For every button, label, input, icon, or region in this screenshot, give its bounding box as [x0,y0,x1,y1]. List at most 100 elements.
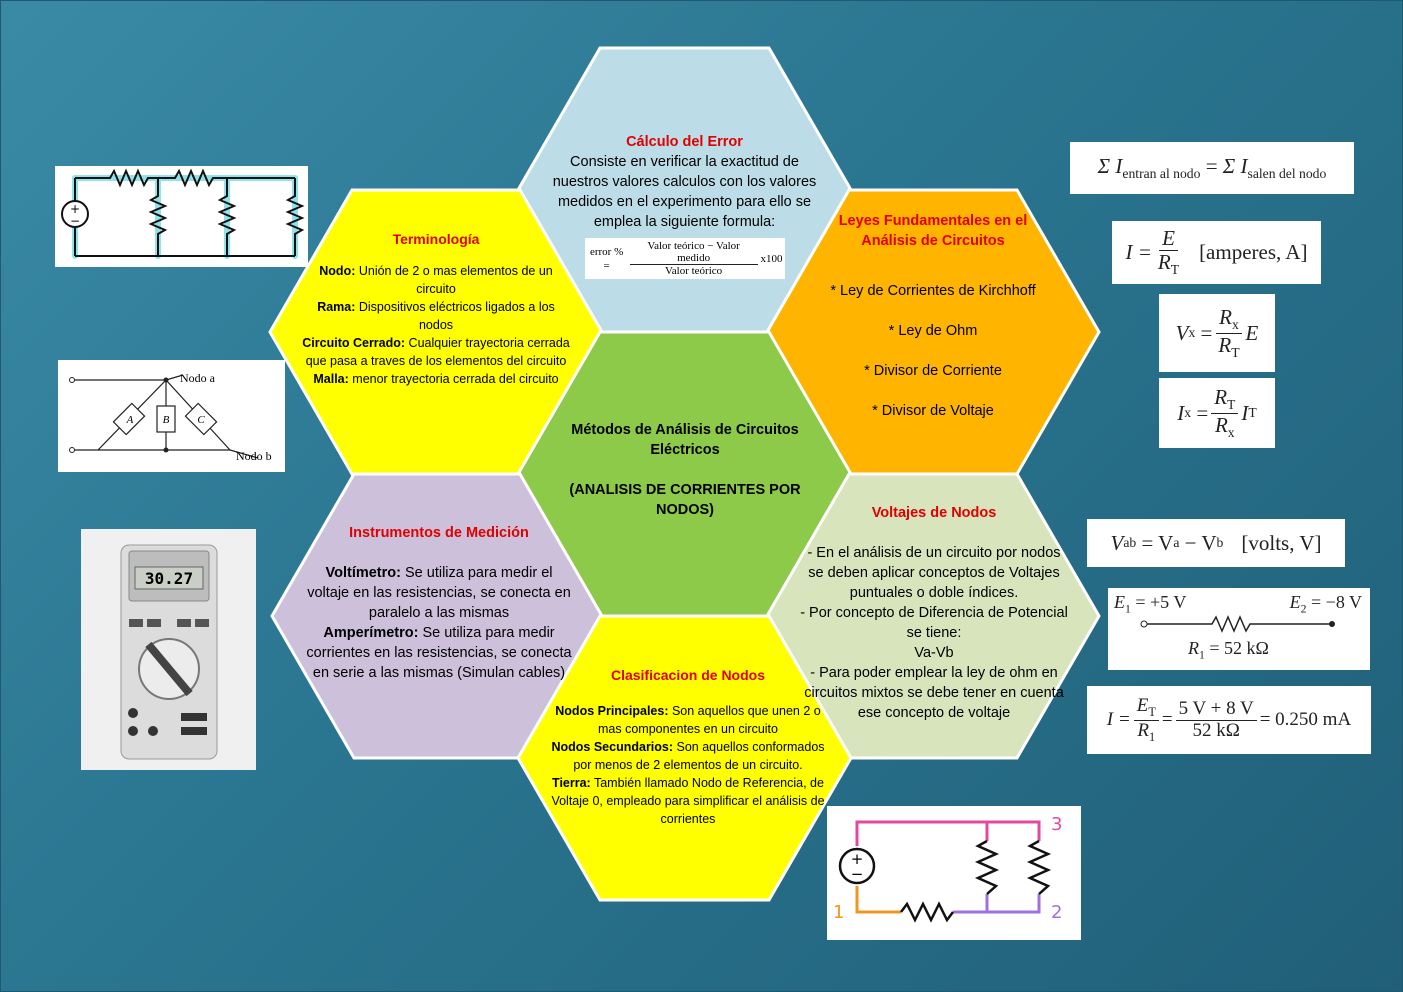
vab-a-sub: a [1173,535,1180,550]
error-title: Cálculo del Error [626,134,743,150]
vab-unit: [volts, V] [1241,530,1322,555]
e2-sub: 2 [1300,602,1307,616]
error-formula-rhs: x100 [760,252,783,265]
voltajes-line: - Para poder emplear la ley de ohm en ci… [804,665,1064,721]
terminologia-item: Malla: menor trayectoria cerrada del cir… [300,370,572,388]
ohm-unit: [amperes, A] [1199,240,1308,264]
error-body: Consiste en verificar la exactitud de nu… [552,154,817,230]
idiv-numerator-sub: T [1227,397,1236,413]
example-circuit-formula: E1 = +5 V E2 = −8 V R1 = 52 kΩ [1108,588,1370,670]
idiv-tail: I [1241,400,1249,425]
term-text: Unión de 2 o mas elementos de un circuit… [355,264,553,296]
clasificacion-item: Nodos Secundarios: Son aquellos conforma… [550,738,826,774]
example-resistor-icon [1140,615,1335,633]
ladder-circuit-image: + − [55,166,308,267]
voltajes-title: Voltajes de Nodos [871,505,997,521]
node-number-3: 3 [1051,814,1062,835]
vab-lhs-sub: ab [1123,535,1137,550]
kcl-lhs-sub: entran al nodo [1122,166,1201,182]
e2-label: E2 = −8 V [1290,592,1362,616]
term-label: Nodo: [319,264,356,278]
vab-lhs: V [1110,530,1124,555]
term-label: Voltímetro: [325,565,401,581]
current-num2: 5 V + 8 V [1175,698,1257,721]
vab-minus: − V [1184,530,1217,555]
error-formula-numerator: Valor teórico − Valor medido [629,240,758,266]
node-number-2: 2 [1051,902,1062,923]
term-text: Son aquellos que unen 2 o mas componente… [598,704,821,736]
error-block: Cálculo del Error Consiste en verificar … [552,132,817,280]
leyes-block: Leyes Fundamentales en el Análisis de Ci… [815,211,1051,431]
center-title: Métodos de Análisis de Circuitos Eléctri… [571,422,799,458]
vdiv-denominator-sub: T [1231,344,1240,360]
e2-value: = −8 V [1311,592,1362,612]
svg-text:+: + [851,850,864,868]
terminologia-block: Terminología Nodo: Unión de 2 o mas elem… [300,230,572,388]
terminologia-item: Rama: Dispositivos eléctricos ligados a … [300,298,572,334]
current-num1-sub: T [1148,704,1156,719]
node-circuit-image: + − 1 2 3 [827,806,1081,940]
current-den2: 52 kΩ [1192,719,1240,741]
term-text: Cualquier trayectoria cerrada que pasa a… [305,336,570,368]
svg-text:+: + [70,202,80,216]
e2-symbol: E [1289,592,1301,612]
vab-b-sub: b [1216,535,1224,550]
vdiv-fraction: Rx RT [1215,306,1242,360]
center-subtitle: (ANALISIS DE CORRIENTES POR NODOS) [569,482,801,518]
nodes-diagram-image: A B C Nodo a Nodo b [58,360,285,472]
terminologia-item: Nodo: Unión de 2 o mas elementos de un c… [300,262,572,298]
term-text: Son aquellos conformados por menos de 2 … [573,740,825,772]
e1-sub: 1 [1125,602,1131,616]
vdiv-tail: E [1245,320,1259,345]
error-formula-denominator: Valor teórico [665,265,723,278]
term-label: Nodos Secundarios: [551,740,674,754]
voltajes-line: - En el análisis de un circuito por nodo… [807,545,1061,601]
clasificacion-item: Nodos Principales: Son aquellos que unen… [550,702,826,738]
branch-label-a: A [126,414,134,426]
vdiv-denominator: R [1218,332,1232,357]
kcl-rhs: Σ I [1222,153,1248,178]
hex-clasificacion [516,614,853,902]
leyes-item: * Divisor de Corriente [864,363,1002,379]
idiv-fraction: RT Rx [1211,386,1239,440]
term-text: Dispositivos eléctricos ligados a los no… [355,300,555,332]
kcl-lhs: Σ I [1097,153,1123,178]
kcl-rhs-sub: salen del nodo [1247,166,1327,182]
branch-label-c: C [197,414,205,426]
term-label: Malla: [313,372,349,386]
e1-value: = +5 V [1135,592,1187,612]
term-label: Circuito Cerrado: [302,336,406,350]
error-formula-fraction: Valor teórico − Valor medido Valor teóri… [629,240,758,278]
ohm-denominator-sub: T [1170,262,1180,278]
instrumentos-block: Instrumentos de Medición Voltímetro: Se … [306,523,572,683]
ohm-numerator: E [1159,227,1178,252]
idiv-lhs: I [1177,400,1185,425]
instrumentos-item: Amperímetro: Se utiliza para medir corri… [306,623,572,683]
svg-text:−: − [851,865,864,883]
multimeter-image: 30.27 [81,529,256,770]
term-text: También llamado Nodo de Referencia, de V… [551,776,825,826]
kcl-equals: = [1205,153,1218,178]
idiv-denominator: R [1214,412,1228,437]
current-example-formula: I = ET R1 = 5 V + 8 V 52 kΩ = 0.250 mA [1087,686,1371,754]
ohm-lhs: I = [1125,240,1152,264]
nodo-a-label: Nodo a [180,371,216,385]
current-fraction-2: 5 V + 8 V 52 kΩ [1175,698,1257,742]
meter-reading: 30.27 [145,569,193,588]
instrumentos-item: Voltímetro: Se utiliza para medir el vol… [306,563,572,623]
vdiv-lhs: V [1175,320,1189,345]
error-formula-lhs: error % = [589,245,624,272]
clasificacion-title: Clasificacion de Nodos [610,667,766,683]
ohm-formula: I = E RT [amperes, A] [1112,221,1321,284]
e1-label: E1 = +5 V [1114,592,1186,616]
r1-sub: 1 [1199,648,1205,662]
term-text: Se utiliza para medir corrientes en las … [306,625,572,681]
current-equals: = [1161,709,1173,730]
idiv-equals: = [1196,400,1209,425]
r1-value: = 52 kΩ [1209,638,1269,658]
node-circuit-icon: + − 1 2 3 [833,814,1062,923]
term-label: Tierra: [552,776,591,790]
terminologia-item: Circuito Cerrado: Cualquier trayectoria … [300,334,572,370]
